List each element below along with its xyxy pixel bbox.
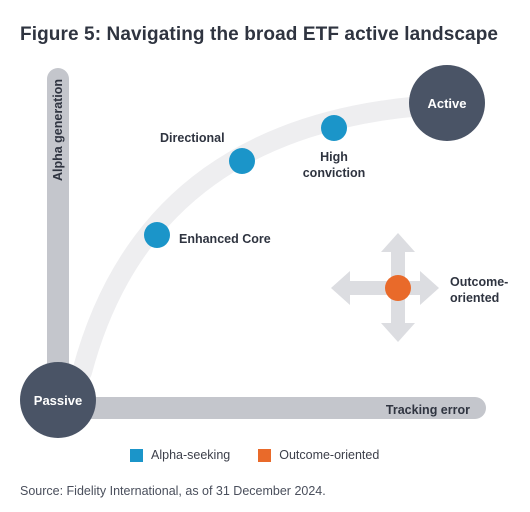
outcome-oriented-label-line1: Outcome- bbox=[450, 275, 508, 289]
legend-item-outcome-oriented: Outcome-oriented bbox=[258, 448, 379, 462]
outcome-oriented-dot bbox=[385, 275, 411, 301]
y-axis-bar bbox=[47, 68, 69, 403]
etf-landscape-diagram: Alpha generation Tracking error Outcome-… bbox=[20, 65, 508, 438]
high-conviction-dot bbox=[321, 115, 347, 141]
high-conviction-label-line1: High bbox=[320, 150, 348, 164]
enhanced-core-dot bbox=[144, 222, 170, 248]
x-axis-label: Tracking error bbox=[386, 403, 470, 417]
passive-label: Passive bbox=[34, 393, 82, 408]
enhanced-core-label: Enhanced Core bbox=[179, 232, 271, 246]
legend-swatch-outcome-oriented bbox=[258, 448, 272, 462]
x-axis-bar bbox=[58, 397, 486, 419]
source-note: Source: Fidelity International, as of 31… bbox=[20, 484, 326, 498]
outcome-arrows bbox=[331, 233, 439, 342]
y-axis-label: Alpha generation bbox=[51, 79, 65, 181]
legend-label-outcome-oriented: Outcome-oriented bbox=[279, 448, 380, 462]
active-circle bbox=[409, 65, 485, 141]
active-label: Active bbox=[427, 96, 466, 111]
legend-item-alpha-seeking: Alpha-seeking bbox=[130, 448, 230, 462]
passive-circle bbox=[20, 362, 96, 438]
directional-label: Directional bbox=[160, 131, 225, 145]
legend-label-alpha-seeking: Alpha-seeking bbox=[151, 448, 231, 462]
legend-swatch-alpha-seeking bbox=[130, 448, 143, 462]
legend: Alpha-seeking Outcome-oriented bbox=[130, 448, 407, 462]
figure-title: Figure 5: Navigating the broad ETF activ… bbox=[20, 24, 499, 45]
directional-dot bbox=[229, 148, 255, 174]
high-conviction-label-line2: conviction bbox=[303, 166, 366, 180]
outcome-oriented-label-line2: oriented bbox=[450, 291, 499, 305]
landscape-curve bbox=[72, 94, 465, 382]
